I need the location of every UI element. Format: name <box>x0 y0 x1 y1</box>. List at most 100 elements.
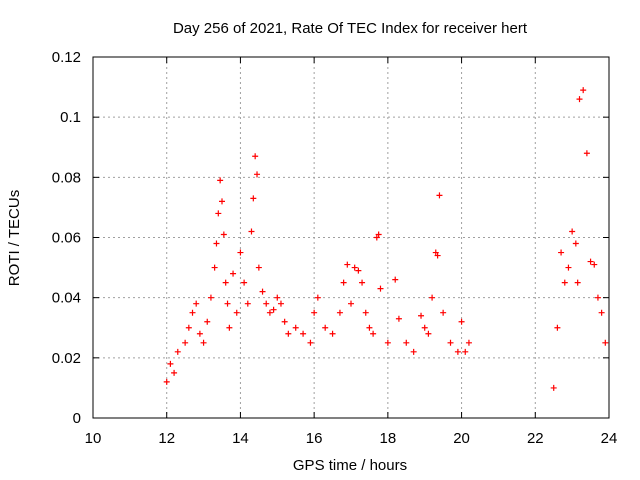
data-point <box>561 279 568 286</box>
data-point <box>226 324 233 331</box>
data-point <box>259 288 266 295</box>
data-point <box>410 348 417 355</box>
data-point <box>254 171 261 178</box>
data-point <box>207 294 214 301</box>
data-point <box>583 150 590 157</box>
data-point <box>574 279 581 286</box>
data-point <box>217 177 224 184</box>
data-point <box>204 318 211 325</box>
x-tick-label: 12 <box>158 430 175 447</box>
y-tick-label: 0 <box>73 410 81 427</box>
y-tick-label: 0.1 <box>60 109 81 126</box>
data-point <box>465 339 472 346</box>
data-point <box>576 96 583 103</box>
data-point <box>340 279 347 286</box>
data-point <box>167 360 174 367</box>
data-point <box>375 231 382 238</box>
x-axis-label: GPS time / hours <box>293 457 407 474</box>
data-point <box>248 228 255 235</box>
data-point <box>370 330 377 337</box>
data-point <box>213 240 220 247</box>
data-point <box>429 294 436 301</box>
data-point <box>418 312 425 319</box>
data-point <box>189 309 196 316</box>
data-point <box>193 300 200 307</box>
data-point <box>591 261 598 268</box>
y-tick-label: 0.04 <box>52 290 81 307</box>
y-tick-label: 0.06 <box>52 230 81 247</box>
data-point <box>281 318 288 325</box>
data-point <box>425 330 432 337</box>
data-point <box>211 264 218 271</box>
data-point <box>355 267 362 274</box>
data-point <box>336 309 343 316</box>
data-point <box>215 210 222 217</box>
data-point <box>569 228 576 235</box>
data-point <box>224 300 231 307</box>
data-point <box>554 324 561 331</box>
data-point <box>222 279 229 286</box>
data-point <box>292 324 299 331</box>
data-point <box>237 249 244 256</box>
data-point <box>220 231 227 238</box>
axis-ticks <box>92 56 610 419</box>
data-point <box>255 264 262 271</box>
data-point <box>421 324 428 331</box>
y-tick-label: 0.02 <box>52 350 81 367</box>
data-point <box>244 300 251 307</box>
data-point <box>366 324 373 331</box>
data-point <box>462 348 469 355</box>
data-point <box>277 300 284 307</box>
data-point <box>458 318 465 325</box>
data-point <box>285 330 292 337</box>
data-point <box>266 309 273 316</box>
data-point <box>351 264 358 271</box>
data-point <box>263 300 270 307</box>
data-point <box>565 264 572 271</box>
data-point <box>252 153 259 160</box>
data-point <box>241 279 248 286</box>
y-tick-label: 0.12 <box>52 49 81 66</box>
data-point <box>359 279 366 286</box>
data-point <box>440 309 447 316</box>
data-point <box>558 249 565 256</box>
y-axis-label: ROTI / TECUs <box>6 190 23 286</box>
data-point <box>550 384 557 391</box>
y-tick-labels: 0 0.02 0.04 0.06 0.08 0.1 0.12 <box>52 49 81 427</box>
data-point <box>174 348 181 355</box>
chart-title: Day 256 of 2021, Rate Of TEC Index for r… <box>173 20 528 37</box>
data-point <box>219 198 225 205</box>
data-point <box>436 192 443 199</box>
data-point <box>434 252 441 259</box>
data-point <box>230 270 237 277</box>
data-point <box>307 339 314 346</box>
x-tick-label: 24 <box>601 430 618 447</box>
x-tick-label: 20 <box>453 430 470 447</box>
x-tick-labels: 10 12 14 16 18 20 22 24 <box>85 430 618 447</box>
data-point <box>182 339 189 346</box>
x-tick-label: 10 <box>85 430 102 447</box>
data-point <box>384 339 391 346</box>
data-point <box>395 315 402 322</box>
data-point <box>250 195 257 202</box>
data-point <box>329 330 336 337</box>
data-point <box>572 240 579 247</box>
data-point <box>373 234 380 241</box>
x-tick-label: 18 <box>380 430 397 447</box>
data-point <box>311 309 318 316</box>
data-point <box>348 300 354 307</box>
x-tick-label: 22 <box>527 430 544 447</box>
data-points <box>163 87 609 391</box>
data-point <box>587 258 594 265</box>
data-point <box>432 249 439 256</box>
data-point <box>598 309 605 316</box>
data-point <box>602 339 609 346</box>
data-point <box>200 339 207 346</box>
data-point <box>362 309 369 316</box>
data-point <box>274 294 281 301</box>
data-point <box>594 294 601 301</box>
data-point <box>270 306 277 313</box>
data-point <box>447 339 454 346</box>
data-point <box>377 285 384 292</box>
